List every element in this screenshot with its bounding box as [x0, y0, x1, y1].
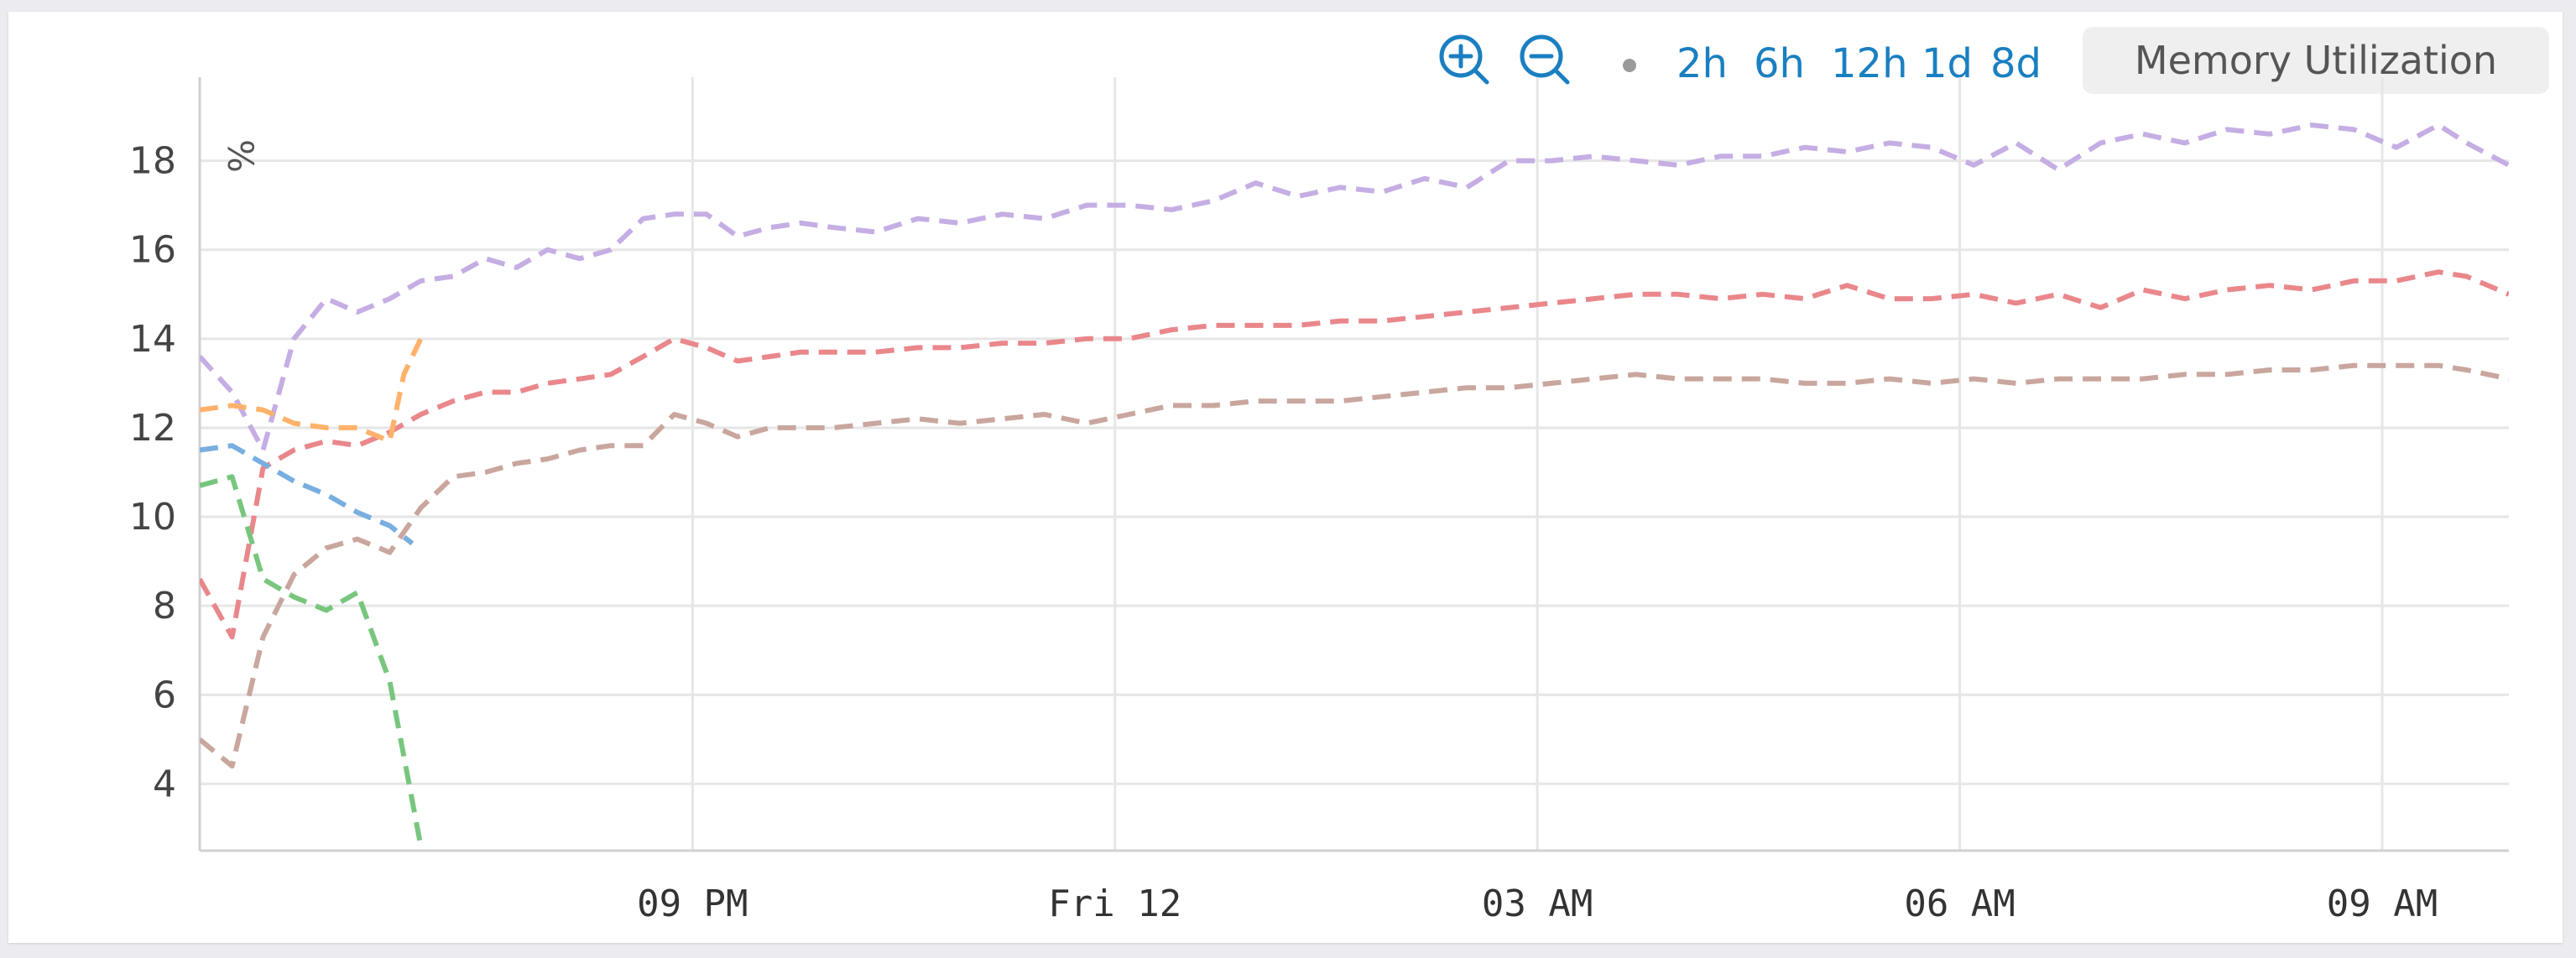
chart-panel: 2h 6h 12h 1d 8d Memory Utilization 4 6 8 10…	[8, 12, 2563, 943]
metric-name-badge: Memory Utilization	[2083, 27, 2549, 94]
y-tick-label: 12	[129, 407, 176, 450]
y-tick-label: 10	[129, 496, 176, 539]
range-12h[interactable]: 12h	[1831, 40, 1908, 87]
series-line-2	[200, 269, 2509, 640]
range-1d[interactable]: 1d	[1922, 40, 1974, 87]
chart-toolbar: 2h 6h 12h 1d 8d Memory Utilization	[8, 12, 2563, 112]
series-line-4	[200, 337, 424, 444]
x-tick-label: 09 PM	[637, 883, 748, 925]
y-tick-label: 8	[153, 585, 176, 627]
zoom-in-button[interactable]	[1433, 29, 1497, 92]
series-line-3	[200, 362, 2509, 769]
y-tick-label: 4	[153, 763, 176, 805]
y-unit-label: %	[220, 139, 261, 173]
y-tick-label: 14	[129, 318, 176, 361]
series-line-1	[200, 122, 2509, 453]
x-tick-label: 06 AM	[1904, 883, 2015, 925]
range-2h[interactable]: 2h	[1676, 40, 1728, 87]
series-line-6	[200, 474, 424, 847]
x-tick-label: 09 AM	[2327, 883, 2438, 925]
series-line-5	[200, 443, 415, 546]
y-tick-label: 18	[129, 140, 176, 183]
zoom-out-button[interactable]	[1514, 29, 1577, 92]
y-tick-label: 6	[153, 674, 176, 716]
range-8d[interactable]: 8d	[1990, 40, 2042, 87]
zoom-out-icon	[1520, 34, 1570, 85]
zoom-in-icon	[1439, 34, 1489, 85]
x-tick-label: 03 AM	[1482, 883, 1593, 925]
memory-utilization-chart: 4 6 8 10 12 14 16 18 09 PM Fri 12 03 AM 06 AM 09 AM%	[129, 77, 2509, 925]
range-6h[interactable]: 6h	[1754, 40, 1805, 87]
y-tick-label: 16	[129, 229, 176, 272]
x-tick-label: Fri 12	[1048, 883, 1181, 925]
separator-dot	[1623, 59, 1636, 72]
